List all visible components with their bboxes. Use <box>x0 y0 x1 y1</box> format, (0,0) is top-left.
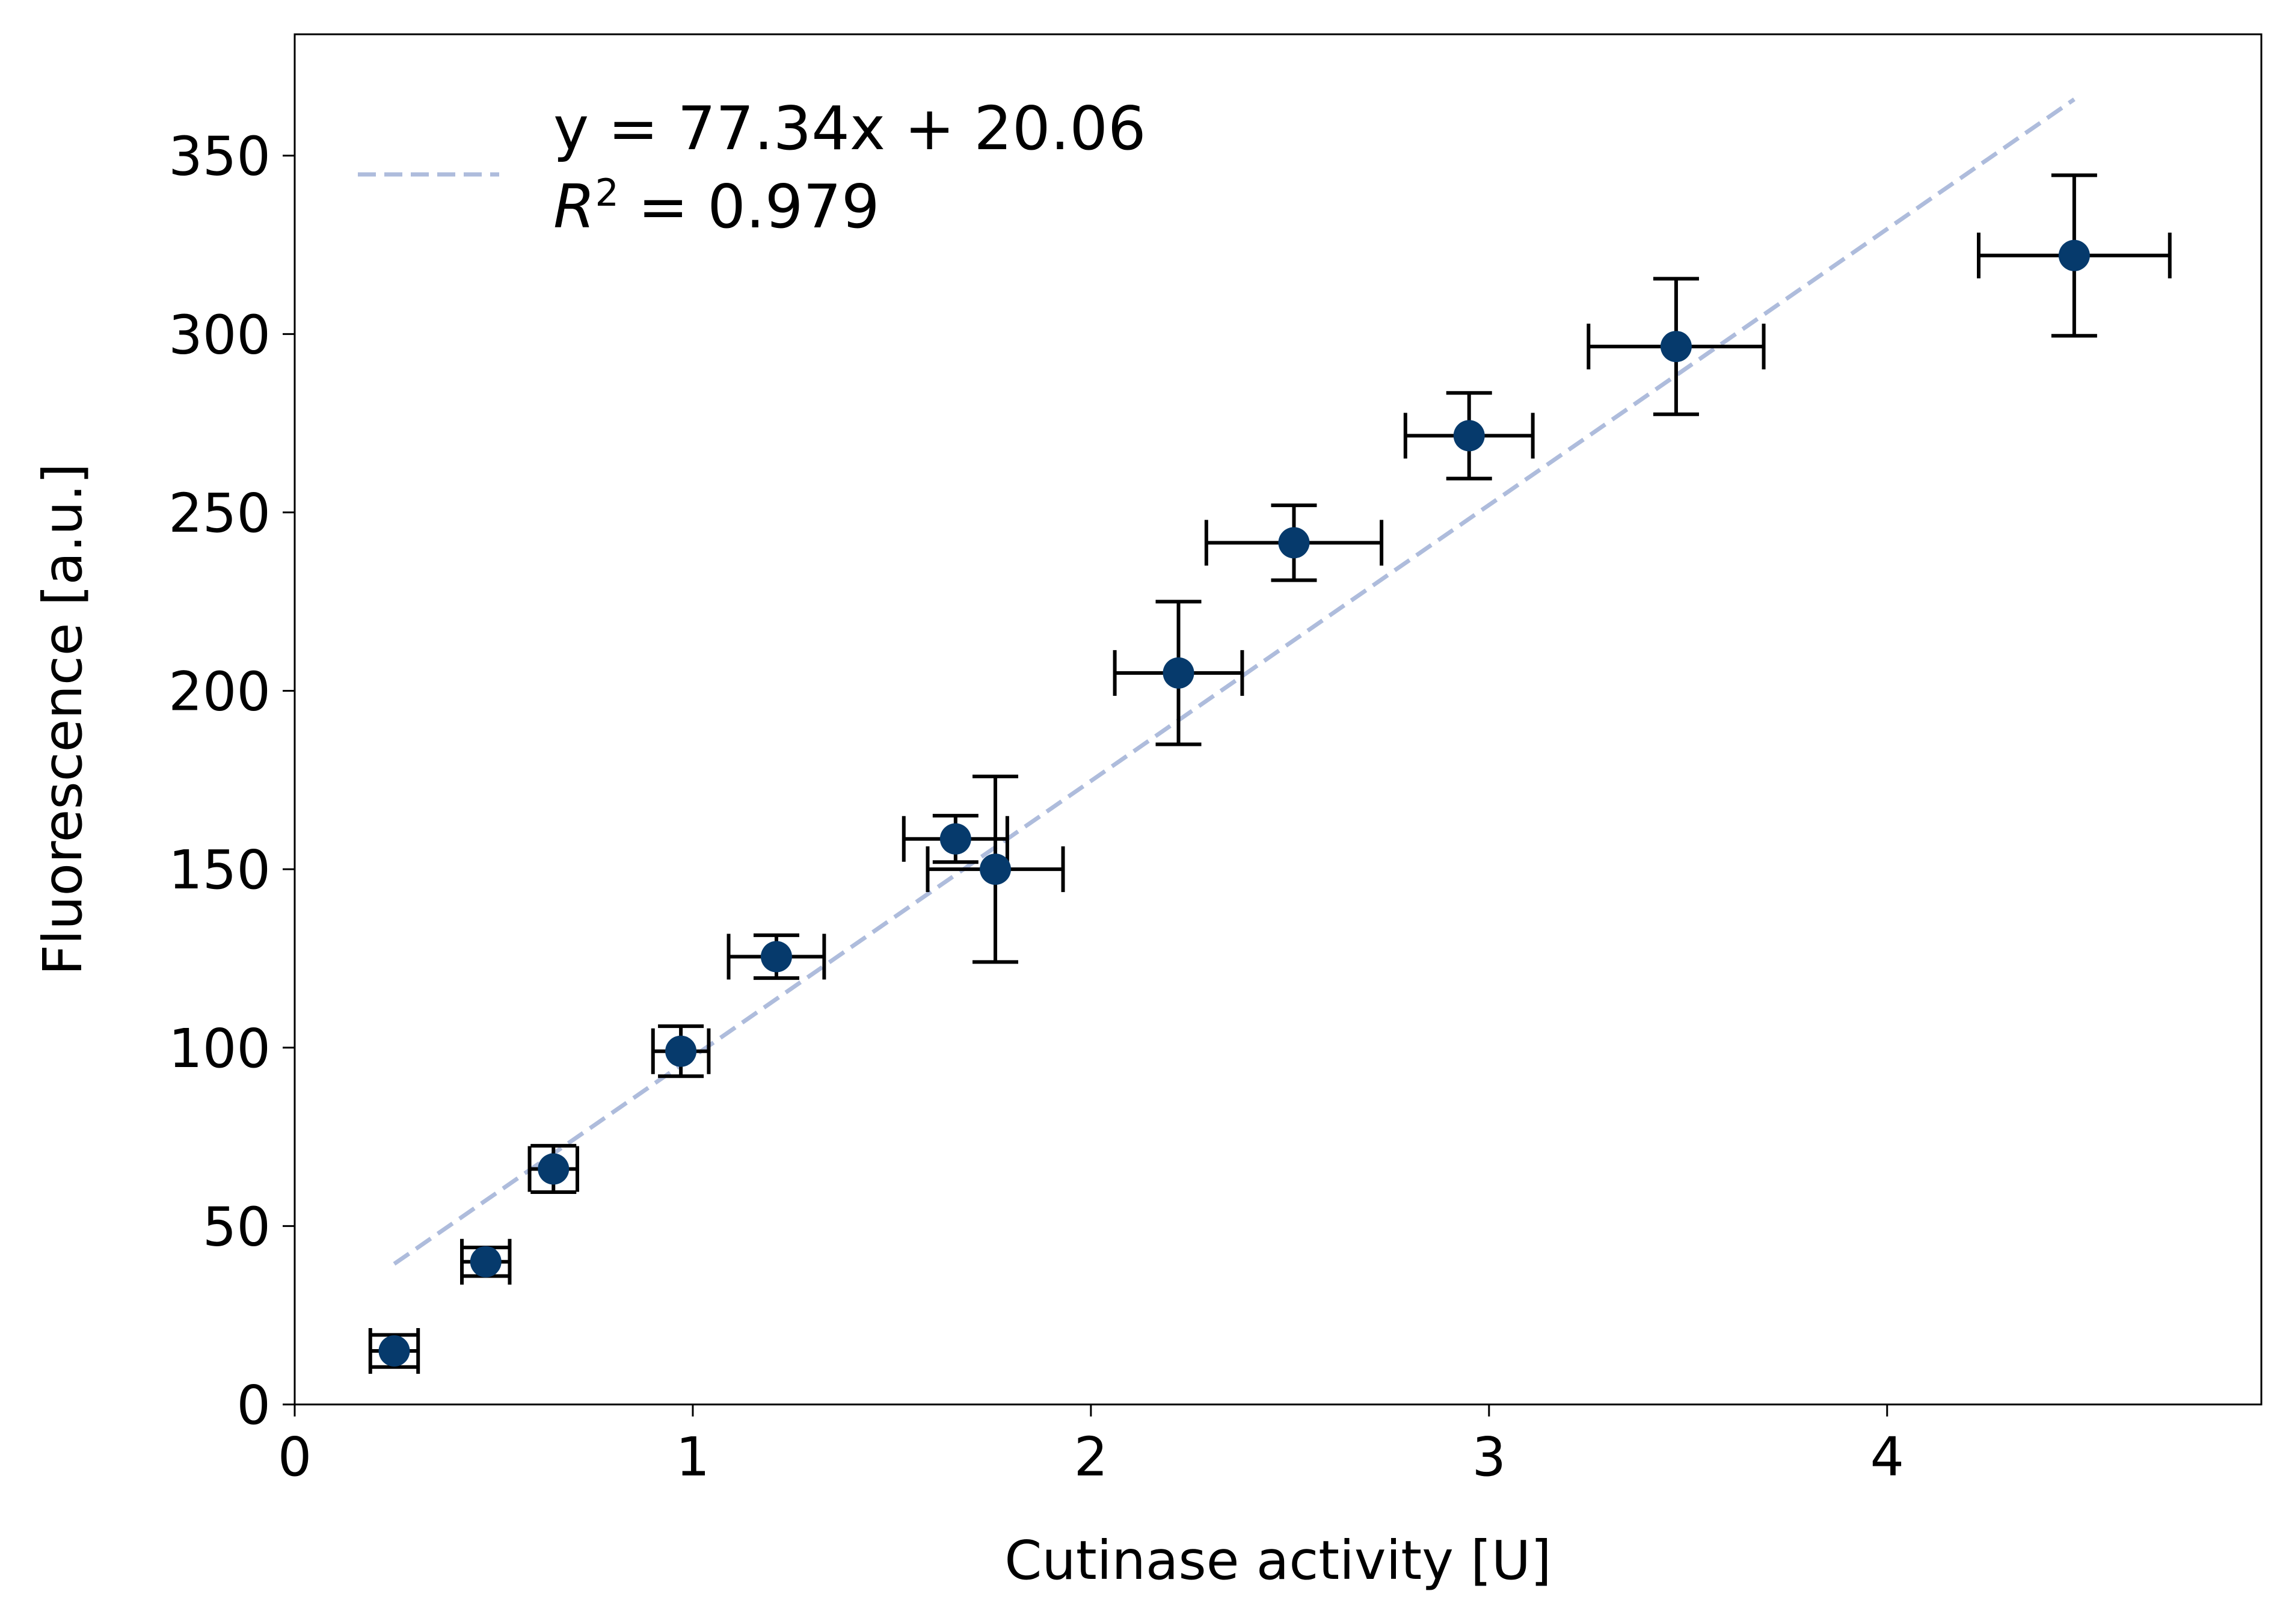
data-point-group <box>460 1238 512 1285</box>
legend: y = 77.34x + 20.06 R2 = 0.979 <box>358 93 1146 242</box>
data-point-group <box>368 1328 420 1374</box>
data-point-group <box>902 814 1009 864</box>
x-tick-label: 0 <box>278 1426 312 1488</box>
y-axis-ticks: 0 50 100 150 200 250 300 350 <box>168 125 295 1436</box>
y-tick-label: 350 <box>168 125 271 188</box>
fit-line <box>393 97 2076 1266</box>
data-points-layer <box>368 173 2172 1374</box>
data-point-group <box>926 774 1065 964</box>
data-point-group <box>727 933 826 980</box>
y-tick-label: 150 <box>168 838 271 901</box>
data-point-marker <box>980 854 1012 885</box>
y-axis-label: Fluorescence [a.u.] <box>31 463 94 976</box>
legend-r-superscript: 2 <box>595 171 618 215</box>
data-point-group <box>527 1143 579 1195</box>
data-point-marker <box>378 1335 410 1367</box>
legend-r-value: = 0.979 <box>619 171 880 242</box>
legend-r-squared: R2 = 0.979 <box>553 171 880 242</box>
data-point-marker <box>665 1035 697 1067</box>
data-point-group <box>1587 277 1766 416</box>
data-point-group <box>651 1024 711 1078</box>
x-tick-label: 3 <box>1472 1426 1507 1488</box>
legend-equation: y = 77.34x + 20.06 <box>553 93 1146 164</box>
data-point-marker <box>470 1246 502 1278</box>
data-point-marker <box>2058 239 2090 271</box>
y-tick-label: 200 <box>168 660 271 723</box>
data-point-marker <box>1453 420 1485 452</box>
data-point-group <box>1113 600 1244 746</box>
y-tick-label: 50 <box>203 1195 271 1258</box>
data-point-group <box>1977 173 2172 338</box>
y-tick-label: 100 <box>168 1017 271 1080</box>
data-point-marker <box>939 823 971 855</box>
data-point-marker <box>538 1153 570 1185</box>
data-point-group <box>1204 503 1384 582</box>
y-tick-label: 300 <box>168 303 271 366</box>
data-point-marker <box>1278 527 1310 559</box>
data-point-marker <box>1660 331 1692 363</box>
x-axis-ticks: 0 1 2 3 4 <box>278 1404 1904 1488</box>
y-tick-label: 250 <box>168 482 271 544</box>
legend-r-symbol: R <box>553 171 595 242</box>
x-tick-label: 2 <box>1074 1426 1108 1488</box>
data-point-marker <box>1163 657 1194 689</box>
x-axis-label: Cutinase activity [U] <box>1004 1529 1551 1592</box>
x-tick-label: 1 <box>676 1426 710 1488</box>
y-tick-label: 0 <box>236 1374 271 1436</box>
data-point-marker <box>760 941 792 973</box>
plot-frame <box>293 33 2263 1406</box>
data-point-group <box>1403 391 1535 481</box>
x-tick-label: 4 <box>1870 1426 1904 1488</box>
fit-line-layer <box>393 97 2076 1266</box>
